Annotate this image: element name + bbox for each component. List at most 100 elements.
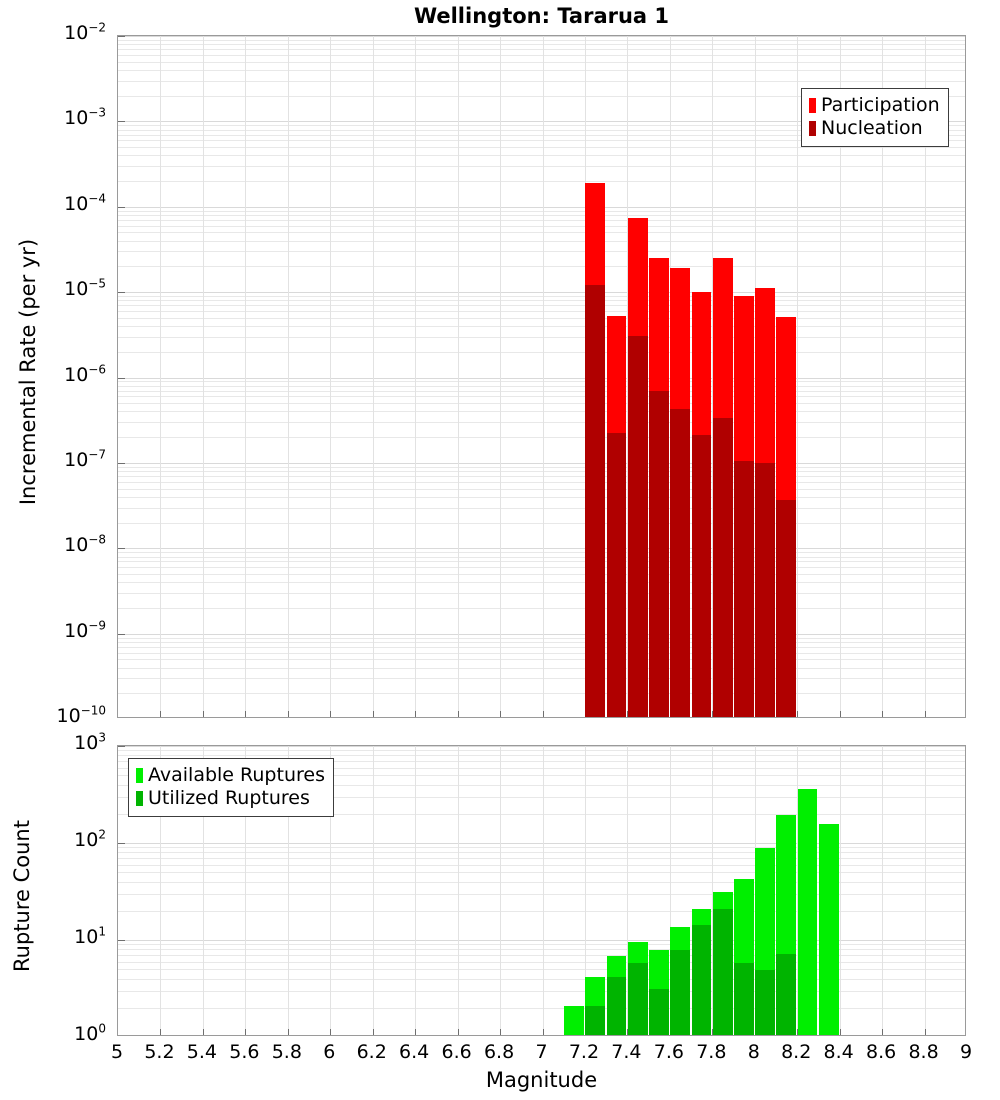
gridline-horizontal (118, 647, 965, 648)
y-tickmark (118, 292, 125, 293)
x-tickmark (882, 1029, 883, 1035)
x-tick-label: 5.8 (271, 1041, 302, 1063)
gridline-horizontal (118, 49, 965, 50)
y-tick-label: 10−2 (64, 20, 106, 44)
gridline-horizontal (118, 81, 965, 82)
gridline-vertical (160, 746, 161, 1035)
gridline-horizontal (118, 593, 965, 594)
x-tick-label: 6.2 (356, 1041, 387, 1063)
gridline-vertical (415, 746, 416, 1035)
gridline-horizontal (118, 865, 965, 866)
gridline-horizontal (118, 797, 965, 798)
gridline-horizontal (118, 847, 965, 848)
gridline-vertical (500, 36, 501, 717)
x-tickmark (458, 1029, 459, 1035)
y-tick-label: 10−9 (64, 618, 106, 642)
legend-item-utilized-ruptures[interactable]: Utilized Ruptures (136, 787, 325, 810)
bar-nucleation (585, 284, 606, 717)
x-tickmark (415, 711, 416, 717)
x-tick-label: 7 (535, 1041, 548, 1063)
y-tickmark (118, 843, 125, 844)
gridline-vertical (797, 746, 798, 1035)
legend-item-nucleation[interactable]: Nucleation (809, 117, 940, 140)
gridline-horizontal (118, 678, 965, 679)
legend-item-participation[interactable]: Participation (809, 94, 940, 117)
gridline-horizontal (118, 463, 965, 464)
gridline-horizontal (118, 215, 965, 216)
incremental-rate-plot: Participation Nucleation (117, 35, 966, 718)
page-title: Wellington: Tararua 1 (413, 4, 670, 28)
x-tickmark (160, 1029, 161, 1035)
y-tick-label: 102 (74, 827, 106, 851)
legend-item-available-ruptures[interactable]: Available Ruptures (136, 764, 325, 787)
gridline-vertical (882, 36, 883, 717)
gridline-horizontal (118, 1008, 965, 1009)
gridline-horizontal (118, 852, 965, 853)
bars-incremental-rate (118, 36, 965, 717)
x-tickmark (627, 711, 628, 717)
x-tick-label: 6 (323, 1041, 336, 1063)
gridline-horizontal (118, 121, 965, 122)
bar-nucleation (712, 417, 733, 717)
gridline-horizontal (118, 775, 965, 776)
x-tickmark (500, 711, 501, 717)
gridline-horizontal (118, 552, 965, 553)
available-ruptures-swatch-icon (136, 768, 143, 783)
gridline-horizontal (118, 125, 965, 126)
gridline-vertical (160, 36, 161, 717)
gridline-horizontal (118, 155, 965, 156)
bar-available-ruptures (818, 823, 839, 1035)
gridline-horizontal (118, 991, 965, 992)
gridline-horizontal (118, 396, 965, 397)
gridline-horizontal (118, 378, 965, 379)
x-tickmark (373, 711, 374, 717)
gridline-horizontal (118, 40, 965, 41)
gridline-horizontal (118, 482, 965, 483)
gridline-vertical (288, 746, 289, 1035)
gridline-horizontal (118, 872, 965, 873)
y-tickmark (118, 940, 125, 941)
x-tickmark (160, 711, 161, 717)
y-tickmark (118, 634, 125, 635)
gridline-horizontal (118, 318, 965, 319)
x-tickmark (712, 711, 713, 717)
y-tick-label: 10−6 (64, 362, 106, 386)
gridline-horizontal (118, 979, 965, 980)
gridline-vertical (712, 746, 713, 1035)
gridline-horizontal (118, 755, 965, 756)
x-tickmark (797, 711, 798, 717)
gridline-horizontal (118, 467, 965, 468)
x-tickmark (797, 1029, 798, 1035)
bar-nucleation (734, 460, 754, 717)
gridline-horizontal (118, 422, 965, 423)
gridline-horizontal (118, 653, 965, 654)
bar-nucleation (649, 391, 669, 717)
x-tickmark (245, 1029, 246, 1035)
bar-utilized-ruptures (755, 969, 775, 1035)
y-tickmark (118, 121, 125, 122)
gridline-horizontal (118, 882, 965, 883)
gridline-horizontal (118, 561, 965, 562)
x-tick-label: 6.6 (441, 1041, 472, 1063)
gridline-horizontal (118, 305, 965, 306)
gridline-vertical (203, 746, 204, 1035)
y-tickmark (118, 36, 125, 37)
gridline-vertical (840, 746, 841, 1035)
x-axis-label: Magnitude (485, 1068, 598, 1092)
x-tickmark (543, 1029, 544, 1035)
grid-bottom (118, 746, 965, 1035)
gridline-horizontal (118, 489, 965, 490)
legend-label-participation: Participation (821, 94, 940, 116)
gridline-vertical (288, 36, 289, 717)
gridline-horizontal (118, 296, 965, 297)
y-axis-label-bottom: Rupture Count (10, 820, 34, 972)
bar-nucleation (670, 409, 691, 717)
x-tickmark (415, 1029, 416, 1035)
x-tickmark (840, 711, 841, 717)
rupture-count-plot: Available Ruptures Utilized Ruptures (117, 745, 966, 1036)
gridline-horizontal (118, 638, 965, 639)
gridline-horizontal (118, 471, 965, 472)
y-tickmark (118, 548, 125, 549)
bar-utilized-ruptures (670, 950, 691, 1035)
